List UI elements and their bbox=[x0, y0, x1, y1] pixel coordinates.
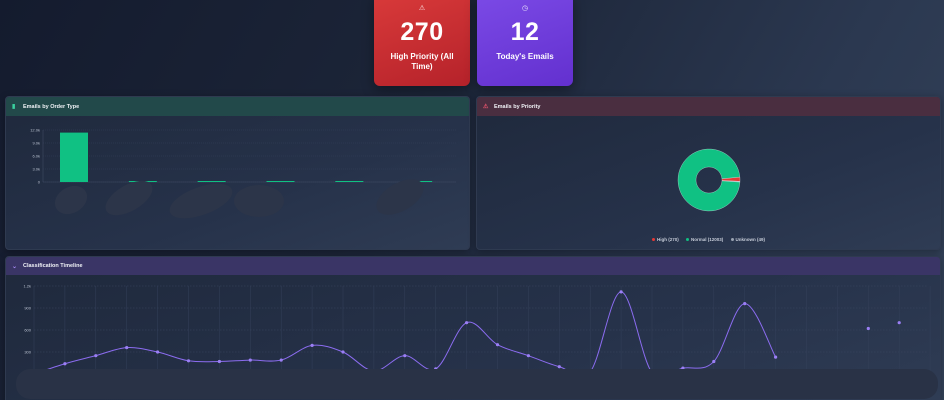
data-point[interactable] bbox=[526, 354, 531, 358]
order-type-panel: ▮ Emails by Order Type 12.0k 9.0k 6.0k 3.0k… bbox=[5, 96, 470, 250]
priority-donut-chart[interactable] bbox=[477, 97, 941, 250]
legend-dot-normal bbox=[685, 238, 689, 242]
svg-text:900: 900 bbox=[24, 306, 31, 311]
bar[interactable] bbox=[60, 132, 88, 182]
clock-icon: ◷ bbox=[521, 5, 529, 12]
legend-item-unknown[interactable]: Unknown (49) bbox=[730, 237, 765, 242]
high-priority-card[interactable]: ⚠ 270 High Priority (All Time) bbox=[374, 0, 470, 86]
data-point[interactable] bbox=[619, 290, 623, 294]
data-point[interactable] bbox=[897, 321, 901, 325]
todays-emails-card[interactable]: ◷ 12 Today's Emails bbox=[477, 0, 573, 86]
document-icon: ▮ bbox=[12, 104, 16, 110]
order-type-bar-chart[interactable]: 12.0k 9.0k 6.0k 3.0k 0 bbox=[6, 97, 470, 250]
timeline-header[interactable]: ⌄ Classification Timeline bbox=[6, 257, 940, 275]
data-point[interactable] bbox=[712, 359, 716, 364]
high-priority-label: High Priority (All Time) bbox=[390, 52, 454, 71]
svg-text:300: 300 bbox=[24, 350, 31, 355]
warning-icon: ⚠ bbox=[483, 104, 489, 110]
data-point[interactable] bbox=[774, 355, 778, 359]
bar[interactable] bbox=[335, 181, 364, 182]
legend-item-normal[interactable]: Normal (12003) bbox=[685, 237, 723, 242]
svg-text:1.2k: 1.2k bbox=[23, 284, 31, 289]
svg-text:12.0k: 12.0k bbox=[30, 128, 40, 133]
order-type-header: ▮ Emails by Order Type bbox=[6, 97, 469, 116]
bar[interactable] bbox=[197, 181, 226, 182]
data-point[interactable] bbox=[341, 350, 345, 354]
chevron-down-icon: ⌄ bbox=[12, 263, 18, 270]
timeline-title: Classification Timeline bbox=[23, 263, 83, 269]
timeline-line-chart[interactable]: 1.2k9006003000 bbox=[6, 257, 941, 400]
svg-text:600: 600 bbox=[24, 328, 31, 333]
data-point[interactable] bbox=[743, 302, 747, 306]
data-point[interactable] bbox=[125, 346, 129, 350]
data-point[interactable] bbox=[465, 321, 469, 325]
priority-panel: ⚠ Emails by Priority High (270) Normal (… bbox=[476, 96, 941, 250]
data-point[interactable] bbox=[248, 358, 252, 362]
redacted-label bbox=[234, 185, 284, 217]
svg-text:0: 0 bbox=[38, 180, 41, 185]
warning-icon: ⚠ bbox=[418, 5, 426, 12]
data-point[interactable] bbox=[217, 359, 221, 364]
priority-title: Emails by Priority bbox=[494, 103, 541, 110]
data-point[interactable] bbox=[495, 343, 500, 347]
legend-dot-high bbox=[651, 238, 655, 242]
data-point[interactable] bbox=[866, 326, 870, 331]
data-point[interactable] bbox=[186, 359, 191, 363]
data-point[interactable] bbox=[403, 354, 407, 358]
svg-text:6.0k: 6.0k bbox=[32, 154, 40, 159]
data-point[interactable] bbox=[681, 366, 685, 370]
todays-emails-label: Today's Emails bbox=[496, 52, 554, 61]
svg-text:3.0k: 3.0k bbox=[32, 167, 40, 172]
data-point[interactable] bbox=[557, 365, 561, 369]
high-priority-count: 270 bbox=[400, 18, 444, 46]
timeline-panel: ⌄ Classification Timeline 1.2k9006003000 bbox=[5, 256, 941, 400]
order-type-title: Emails by Order Type bbox=[23, 103, 80, 110]
svg-text:9.0k: 9.0k bbox=[32, 141, 40, 146]
data-point[interactable] bbox=[156, 350, 160, 354]
redacted-axis-labels bbox=[16, 369, 938, 399]
data-point[interactable] bbox=[63, 362, 67, 366]
data-point[interactable] bbox=[279, 358, 283, 362]
priority-header: ⚠ Emails by Priority bbox=[477, 97, 940, 116]
bar[interactable] bbox=[266, 181, 295, 182]
legend-dot-unknown bbox=[730, 238, 734, 242]
legend-item-high[interactable]: High (270) bbox=[651, 237, 679, 242]
data-point[interactable] bbox=[94, 354, 98, 358]
todays-emails-count: 12 bbox=[510, 18, 540, 46]
data-point[interactable] bbox=[310, 343, 314, 347]
priority-legend: High (270) Normal (12003) Unknown (49) bbox=[477, 237, 940, 242]
